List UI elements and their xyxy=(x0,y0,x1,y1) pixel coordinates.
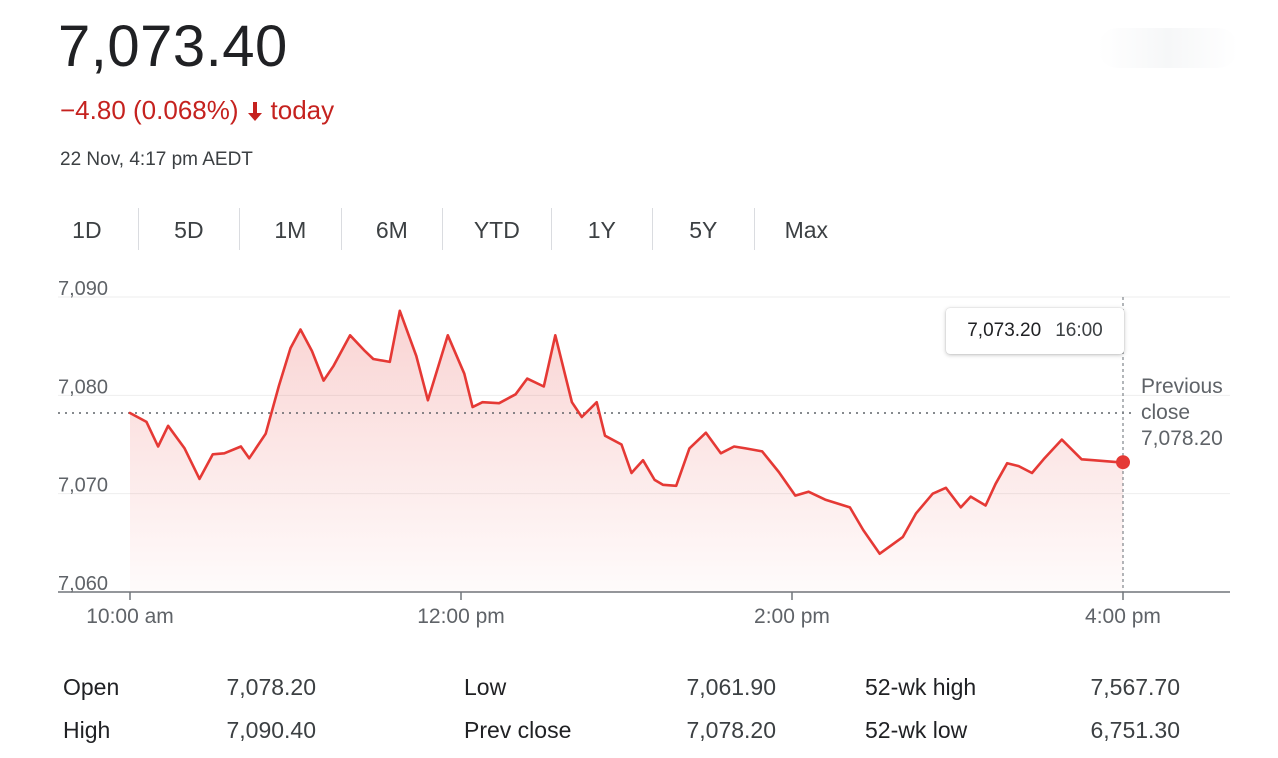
y-tick-label: 7,070 xyxy=(58,475,108,497)
y-tick-label: 7,090 xyxy=(58,278,108,300)
stat-value-open: 7,078.20 xyxy=(226,674,316,700)
arrow-down-icon xyxy=(245,98,265,122)
tooltip-time: 16:00 xyxy=(1055,320,1103,341)
tab-divider xyxy=(550,208,552,250)
y-tick-label: 7,080 xyxy=(58,376,108,398)
tab-1y[interactable]: 1Y xyxy=(587,216,616,243)
tab-1d[interactable]: 1D xyxy=(72,216,102,243)
tab-divider xyxy=(753,208,755,250)
y-tick-label: 7,060 xyxy=(58,573,108,595)
range-tabs: 1D 5D 1M 6M YTD 1Y 5Y Max xyxy=(58,204,858,256)
stat-value-prev-close: 7,078.20 xyxy=(686,717,776,743)
stat-label-52wk-low: 52-wk low xyxy=(865,717,968,743)
quote-timestamp: 22 Nov, 4:17 pm AEDT xyxy=(60,149,253,170)
stat-label-52wk-high: 52-wk high xyxy=(865,674,977,700)
price-change: −4.80 (0.068%) today xyxy=(60,94,334,126)
x-tick-label: 4:00 pm xyxy=(1085,605,1161,628)
last-price-dot xyxy=(1116,455,1130,470)
x-tick-label: 12:00 pm xyxy=(417,605,505,628)
stat-label-low: Low xyxy=(464,674,507,700)
stat-label-open: Open xyxy=(63,674,120,700)
previous-close-line2: close xyxy=(1141,401,1191,424)
tab-ytd[interactable]: YTD xyxy=(473,216,520,243)
stat-value-52wk-high: 7,567.70 xyxy=(1090,674,1180,700)
stat-label-high: High xyxy=(63,717,111,743)
stat-value-52wk-low: 6,751.30 xyxy=(1090,717,1180,743)
tab-divider xyxy=(652,208,654,250)
previous-close-line1: Previous xyxy=(1141,375,1223,398)
previous-close-label: Previous close 7,078.20 xyxy=(1141,374,1271,452)
previous-close-value: 7,078.20 xyxy=(1141,427,1223,450)
header-decoration xyxy=(1098,28,1238,68)
x-tick-label: 10:00 am xyxy=(86,605,174,628)
tab-1m[interactable]: 1M xyxy=(274,216,307,243)
tab-max[interactable]: Max xyxy=(784,216,829,243)
tab-6m[interactable]: 6M xyxy=(375,216,408,243)
key-stats: Open 7,078.20 High 7,090.40 Low 7,061.90… xyxy=(0,668,1278,758)
stat-label-prev-close: Prev close xyxy=(464,717,572,743)
tab-divider xyxy=(239,208,241,250)
tab-divider xyxy=(340,208,342,250)
stat-value-low: 7,061.90 xyxy=(686,674,776,700)
change-period: today xyxy=(270,95,335,125)
tab-divider xyxy=(137,208,139,250)
tooltip-value: 7,073.20 xyxy=(967,320,1042,341)
tab-5y[interactable]: 5Y xyxy=(689,216,718,243)
change-value: −4.80 (0.068%) xyxy=(60,95,239,125)
hover-tooltip: 7,073.20 16:00 xyxy=(946,308,1124,354)
x-tick-label: 2:00 pm xyxy=(754,605,830,628)
tab-5d[interactable]: 5D xyxy=(174,216,204,243)
tab-divider xyxy=(442,208,444,250)
current-price: 7,073.40 xyxy=(58,14,288,79)
stat-value-high: 7,090.40 xyxy=(226,717,316,743)
